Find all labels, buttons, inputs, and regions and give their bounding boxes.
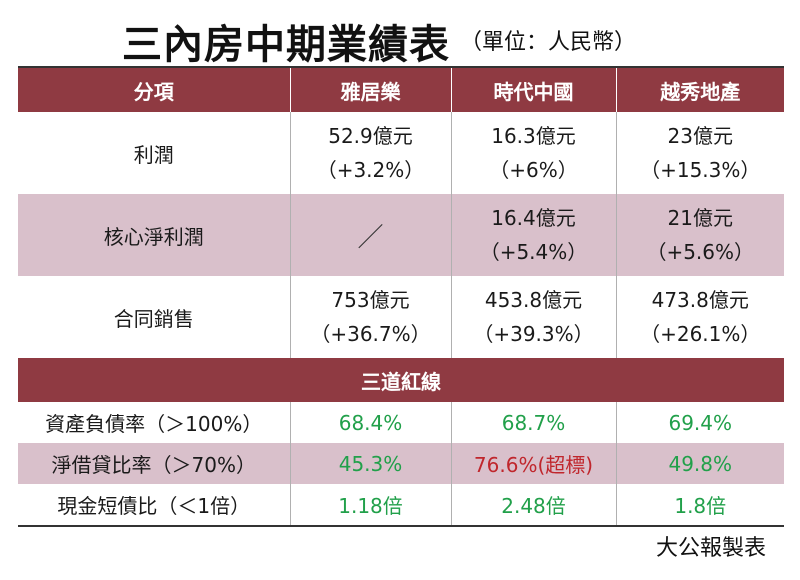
row-label: 現金短債比（＜1倍） xyxy=(18,484,290,527)
table-cell: 69.4% xyxy=(615,402,784,443)
header-row: 分項 雅居樂 時代中國 越秀地產 xyxy=(18,66,784,112)
row-label: 資產負債率（＞100%） xyxy=(45,412,263,436)
cell-value: 23億元 xyxy=(667,124,733,148)
table-cell: 1.8倍 xyxy=(615,484,784,527)
cell-change: （+5.4%） xyxy=(479,240,588,264)
table-cell: 45.3% xyxy=(289,443,451,484)
cell-value: 473.8億元 xyxy=(651,288,749,312)
unit-note: （單位：人民幣） xyxy=(460,30,637,55)
cell-change: （+6%） xyxy=(489,158,578,182)
table-cell: 21億元 （+5.6%） xyxy=(615,194,784,276)
cell-value: 52.9億元 xyxy=(328,124,413,148)
header-times-china: 時代中國 xyxy=(450,66,616,112)
section-title: 三道紅線 xyxy=(18,358,784,402)
row-label: 核心淨利潤 xyxy=(18,194,290,276)
table-cell: 453.8億元 （+39.3%） xyxy=(450,276,616,358)
cell-change: （+39.3%） xyxy=(473,322,594,346)
source-credit: 大公報製表 xyxy=(655,536,766,561)
table-row: 淨借貸比率（＞70%） 45.3% 76.6%(超標) 49.8% xyxy=(18,443,784,484)
cell-value: 16.4億元 xyxy=(491,206,576,230)
cell-value: 453.8億元 xyxy=(484,288,583,312)
table-row: 資產負債率（＞100%） 68.4% 68.7% 69.4% xyxy=(18,402,784,443)
table-row: 現金短債比（＜1倍） 1.18倍 2.48倍 1.8倍 xyxy=(18,484,784,527)
table-cell: 2.48倍 xyxy=(450,484,616,527)
header-agile: 雅居樂 xyxy=(289,66,451,112)
not-applicable-mark: ／ xyxy=(357,222,384,253)
cell-change: （+26.1%） xyxy=(640,322,761,346)
table-cell: 23億元 （+15.3%） xyxy=(615,112,784,194)
results-table: 分項 雅居樂 時代中國 越秀地產 利潤 52.9億元 （+3.2%） 16.3億… xyxy=(18,66,784,527)
table-cell: 16.3億元 （+6%） xyxy=(450,112,616,194)
row-label: 利潤 xyxy=(133,142,174,167)
table-cell: 52.9億元 （+3.2%） xyxy=(289,112,451,194)
cell-change: （+5.6%） xyxy=(646,240,755,264)
section-header-row: 三道紅線 xyxy=(18,358,784,402)
header-item: 分項 xyxy=(18,66,290,112)
cell-value: 21億元 xyxy=(667,206,733,230)
table-row: 利潤 52.9億元 （+3.2%） 16.3億元 （+6%） 23億元 （+15… xyxy=(18,112,784,194)
table-cell: 16.4億元 （+5.4%） xyxy=(450,194,616,276)
header-yuexiu: 越秀地產 xyxy=(615,66,784,112)
table-cell: 753億元 （+36.7%） xyxy=(289,276,451,358)
table-cell: 68.7% xyxy=(450,402,616,443)
table-cell: 473.8億元 （+26.1%） xyxy=(615,276,784,358)
table-cell: 68.4% xyxy=(289,402,451,443)
cell-change: （+36.7%） xyxy=(310,322,431,346)
page-title: 三內房中期業績表 xyxy=(122,22,450,68)
cell-change: （+3.2%） xyxy=(316,158,425,182)
cell-value: 16.3億元 xyxy=(491,124,576,148)
row-label: 合同銷售 xyxy=(113,306,194,331)
cell-value: 753億元 xyxy=(331,288,410,312)
table-row: 核心淨利潤 ／ 16.4億元 （+5.4%） 21億元 （+5.6%） xyxy=(18,194,784,276)
cell-change: （+15.3%） xyxy=(640,158,761,182)
table-cell: 49.8% xyxy=(615,443,784,484)
table-cell: ／ xyxy=(289,194,451,276)
table-cell-exceeded: 76.6%(超標) xyxy=(450,443,616,484)
table-row: 合同銷售 753億元 （+36.7%） 453.8億元 （+39.3%） 473… xyxy=(18,276,784,358)
row-label: 淨借貸比率（＞70%） xyxy=(18,443,290,484)
title-area: 三內房中期業績表 （單位：人民幣） xyxy=(0,0,800,68)
table-cell: 1.18倍 xyxy=(289,484,451,527)
